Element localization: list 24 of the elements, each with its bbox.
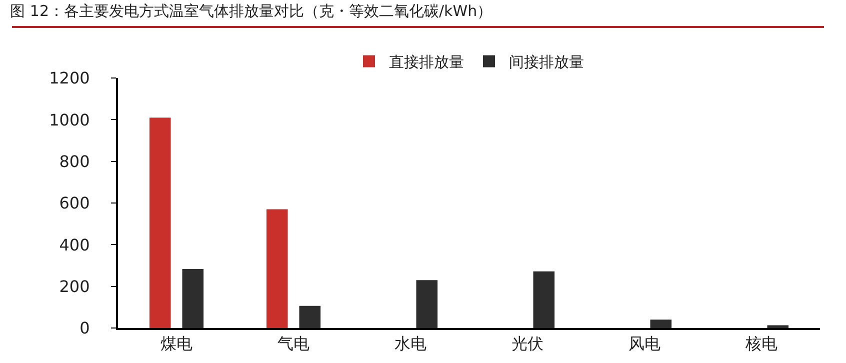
bar [767,325,789,328]
x-tick-label: 光伏 [512,334,544,354]
bar [299,306,321,328]
x-tick-label: 水电 [394,334,426,354]
y-tick-label: 0 [80,318,90,338]
y-tick-label: 600 [59,194,90,213]
x-tick-label: 煤电 [160,334,192,354]
x-tick-label: 核电 [744,334,778,354]
chart-title: 图 12：各主要发电方式温室气体排放量对比（克・等效二氧化碳/kWh） [10,2,492,20]
legend-label: 间接排放量 [509,53,584,72]
bar [182,269,204,328]
y-tick-label: 200 [59,276,90,296]
legend-label: 直接排放量 [389,53,464,72]
x-tick-label: 风电 [628,334,660,354]
bar [266,209,288,328]
y-tick-label: 400 [59,235,90,254]
bar [416,280,438,328]
bar [650,320,672,328]
bar [533,271,555,328]
y-tick-label: 1200 [49,68,90,88]
y-tick-label: 800 [59,152,90,171]
y-tick-label: 1000 [49,110,90,130]
bar [149,118,171,328]
x-tick-label: 气电 [278,334,310,354]
